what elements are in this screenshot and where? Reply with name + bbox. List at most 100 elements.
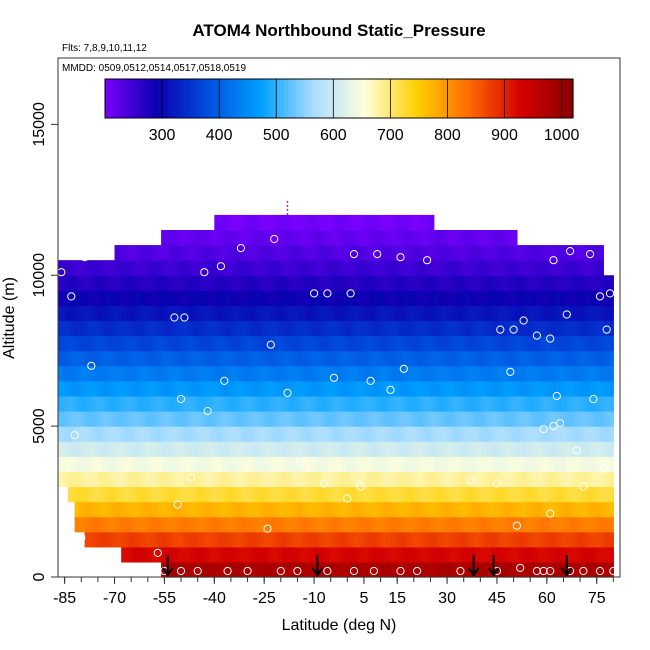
- heat-cell: [490, 335, 495, 352]
- heat-cell: [330, 290, 335, 307]
- heat-cell: [523, 245, 528, 261]
- colorbar-segment: [144, 79, 149, 118]
- heat-cell: [234, 486, 239, 503]
- heat-cell: [600, 260, 604, 276]
- heat-cell: [117, 335, 122, 352]
- heat-cell: [177, 531, 182, 548]
- heat-cell: [334, 561, 338, 578]
- heat-cell: [87, 486, 92, 503]
- heat-cell: [536, 561, 541, 578]
- heat-cell: [314, 290, 318, 307]
- heat-cell: [576, 290, 581, 307]
- heat-cell: [500, 275, 505, 291]
- heat-cell: [294, 229, 299, 246]
- heat-cell: [207, 320, 212, 337]
- flights-note: Flts: 7,8,9,10,11,12: [62, 43, 147, 54]
- heat-cell: [513, 471, 518, 488]
- heat-cell: [310, 335, 315, 352]
- heat-cell: [317, 456, 322, 472]
- heat-cell: [237, 320, 242, 337]
- heat-cell: [463, 305, 468, 322]
- heat-cell: [377, 245, 382, 261]
- heat-cell: [460, 395, 465, 412]
- heat-cell: [350, 411, 355, 427]
- heat-cell: [217, 365, 222, 382]
- heat-cell: [377, 561, 382, 578]
- heat-cell: [314, 546, 318, 563]
- heat-cell: [453, 426, 458, 442]
- heat-cell: [87, 471, 92, 488]
- heat-cell: [467, 320, 471, 337]
- heat-cell: [64, 275, 69, 291]
- heat-cell: [420, 531, 425, 548]
- heat-cell: [294, 531, 299, 548]
- heat-cell: [516, 290, 521, 307]
- heat-cell: [314, 260, 318, 276]
- heat-cell: [367, 245, 372, 261]
- heat-cell: [154, 411, 159, 427]
- heat-cell: [600, 380, 604, 397]
- heat-cell: [506, 335, 511, 352]
- heat-cell: [526, 290, 531, 307]
- heat-cell: [580, 365, 585, 382]
- x-tick-label: -55: [153, 590, 176, 607]
- heat-cell: [84, 350, 89, 367]
- heat-cell: [347, 275, 352, 291]
- heat-cell: [430, 456, 435, 472]
- heat-cell: [224, 471, 229, 488]
- heat-cell: [473, 260, 478, 276]
- heat-cell: [234, 320, 239, 337]
- sample-point: [579, 482, 588, 491]
- heat-cell: [410, 531, 415, 548]
- heat-cell: [566, 516, 571, 533]
- heat-cell: [573, 275, 578, 291]
- heat-cell: [184, 320, 189, 337]
- heat-cell: [167, 260, 172, 276]
- heat-cell: [171, 365, 175, 382]
- heat-cell: [244, 486, 249, 503]
- heat-cell: [596, 531, 601, 548]
- sample-point: [349, 250, 359, 259]
- heat-cell: [284, 365, 289, 382]
- heat-cell: [127, 335, 132, 352]
- heat-cell: [304, 275, 309, 291]
- heat-cell: [151, 546, 156, 563]
- heat-cell: [470, 350, 475, 367]
- heat-cell: [387, 471, 392, 488]
- heat-cell: [227, 471, 232, 488]
- heat-cell: [324, 486, 328, 503]
- heat-cell: [290, 320, 295, 337]
- heat-cell: [131, 486, 136, 503]
- heat-cell: [61, 395, 66, 412]
- heat-cell: [566, 471, 571, 488]
- heat-cell: [600, 441, 604, 457]
- heat-cell: [220, 260, 225, 276]
- heat-cell: [453, 395, 458, 412]
- heat-cell: [590, 365, 594, 382]
- heat-cell: [167, 320, 172, 337]
- heat-cell: [244, 365, 249, 382]
- heat-cell: [357, 275, 362, 291]
- heat-cell: [314, 380, 318, 397]
- heat-cell: [117, 456, 122, 472]
- heat-cell: [247, 441, 252, 457]
- heat-cell: [393, 214, 398, 231]
- heat-cell: [134, 531, 139, 548]
- heat-cell: [197, 456, 202, 472]
- heat-cell: [317, 335, 322, 352]
- heat-cell: [174, 395, 179, 412]
- heat-cell: [337, 214, 342, 231]
- heat-cell: [450, 335, 455, 352]
- heat-cell: [377, 471, 382, 488]
- heat-cell: [240, 531, 245, 548]
- heat-cell: [224, 486, 229, 503]
- heat-cell: [280, 229, 285, 246]
- heat-cell: [337, 531, 342, 548]
- heat-cell: [154, 441, 159, 457]
- heat-cell: [210, 320, 215, 337]
- heat-cell: [370, 260, 375, 276]
- heat-cell: [606, 395, 611, 412]
- heat-cell: [566, 320, 571, 337]
- heat-cell: [383, 365, 388, 382]
- heat-cell: [450, 245, 455, 261]
